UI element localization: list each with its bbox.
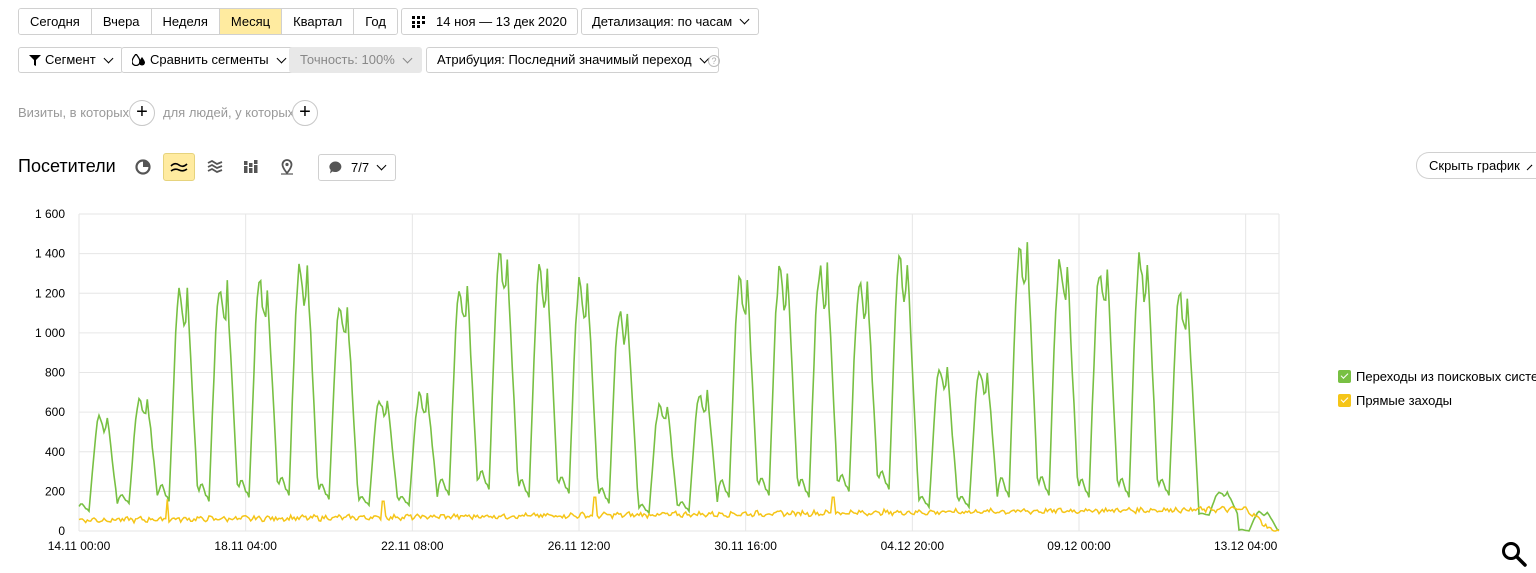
line-chart-button[interactable] — [163, 153, 195, 181]
period-tab[interactable]: Неделя — [150, 9, 219, 34]
chevron-up-icon — [1526, 164, 1533, 170]
period-tab[interactable]: Квартал — [281, 9, 354, 34]
compare-segments-button[interactable]: Сравнить сегменты — [121, 47, 296, 73]
chevron-down-icon — [276, 53, 287, 63]
compare-label: Сравнить сегменты — [150, 52, 269, 67]
chevron-down-icon — [103, 53, 114, 63]
chart-legend: Переходы из поисковых систем Прямые захо… — [1338, 364, 1536, 412]
attribution-dropdown[interactable]: Атрибуция: Последний значимый переход — [426, 47, 719, 73]
y-tick-label: 1 600 — [35, 207, 65, 221]
notes-count: 7/7 — [351, 159, 370, 175]
drops-icon — [132, 54, 145, 66]
line-chart-icon — [170, 162, 188, 172]
pie-chart-icon — [135, 159, 151, 175]
y-tick-label: 0 — [58, 524, 65, 538]
x-tick-label: 13.12 04:00 — [1214, 539, 1278, 553]
visits-filter-label: Визиты, в которых — [18, 105, 130, 120]
chevron-down-icon — [739, 14, 750, 25]
period-tab[interactable]: Год — [353, 9, 397, 34]
add-people-filter-button[interactable]: + — [292, 100, 318, 126]
y-tick-label: 200 — [45, 484, 65, 498]
funnel-icon — [29, 54, 41, 66]
bar-chart-icon — [244, 160, 258, 173]
y-tick-label: 600 — [45, 405, 65, 419]
period-tabs: Сегодня Вчера Неделя Месяц Квартал Год — [18, 8, 398, 35]
hide-chart-button[interactable]: Скрыть график — [1416, 152, 1536, 179]
series-line-direct — [78, 496, 1280, 532]
help-icon[interactable]: ? — [708, 55, 720, 67]
bar-chart-button[interactable] — [235, 153, 267, 181]
segment-label: Сегмент — [45, 52, 96, 67]
date-range-button[interactable]: 14 ноя — 13 дек 2020 — [401, 8, 578, 35]
y-tick-label: 1 000 — [35, 326, 65, 340]
period-tab[interactable]: Вчера — [90, 9, 151, 34]
area-chart-button[interactable] — [199, 153, 231, 181]
x-tick-label: 14.11 00:00 — [48, 539, 111, 553]
x-tick-label: 26.11 12:00 — [548, 539, 611, 553]
chevron-down-icon — [376, 160, 387, 171]
y-tick-label: 1 200 — [35, 286, 65, 300]
legend-item-search[interactable]: Переходы из поисковых систем — [1338, 364, 1536, 388]
period-tab[interactable]: Сегодня — [19, 9, 91, 34]
accuracy-label: Точность: 100% — [300, 52, 395, 67]
detail-dropdown[interactable]: Детализация: по часам — [581, 8, 760, 35]
detail-label: Детализация: по часам — [592, 13, 733, 29]
x-tick-label: 22.11 08:00 — [381, 539, 444, 553]
x-tick-label: 18.11 04:00 — [214, 539, 277, 553]
checkbox-icon — [1338, 393, 1351, 407]
visitors-line-chart: 0 200 400 600 800 1 000 1 200 1 400 1 600 14.11 0… — [35, 207, 1280, 553]
attribution-label: Атрибуция: Последний значимый переход — [437, 52, 692, 67]
hide-chart-label: Скрыть график — [1429, 157, 1520, 173]
x-tick-label: 30.11 16:00 — [714, 539, 777, 553]
legend-item-direct[interactable]: Прямые заходы — [1338, 388, 1536, 412]
accuracy-dropdown[interactable]: Точность: 100% — [289, 47, 422, 73]
magnifier-icon[interactable] — [1500, 540, 1528, 568]
y-tick-label: 1 400 — [35, 247, 65, 261]
report-title: Посетители — [18, 156, 116, 176]
date-range-label: 14 ноя — 13 дек 2020 — [436, 13, 567, 29]
area-chart-icon — [207, 160, 223, 174]
pie-chart-button[interactable] — [127, 153, 159, 181]
checkbox-icon — [1338, 369, 1351, 383]
x-tick-label: 09.12 00:00 — [1047, 539, 1111, 553]
people-filter-label: для людей, у которых — [163, 105, 295, 120]
notes-dropdown[interactable]: 7/7 — [318, 154, 397, 181]
add-visit-filter-button[interactable]: + — [129, 100, 155, 126]
legend-label-search: Переходы из поисковых систем — [1356, 368, 1536, 384]
map-pin-icon — [281, 159, 293, 175]
period-tab[interactable]: Месяц — [218, 9, 282, 34]
y-tick-label: 800 — [45, 366, 65, 380]
comment-icon — [329, 161, 342, 174]
x-tick-label: 04.12 20:00 — [881, 539, 945, 553]
map-button[interactable] — [271, 153, 303, 181]
chevron-down-icon — [402, 53, 413, 63]
calendar-icon — [412, 15, 425, 28]
series-line-search — [78, 242, 1280, 532]
segment-button[interactable]: Сегмент — [18, 47, 123, 73]
legend-label-direct: Прямые заходы — [1356, 392, 1453, 408]
y-tick-label: 400 — [45, 445, 65, 459]
